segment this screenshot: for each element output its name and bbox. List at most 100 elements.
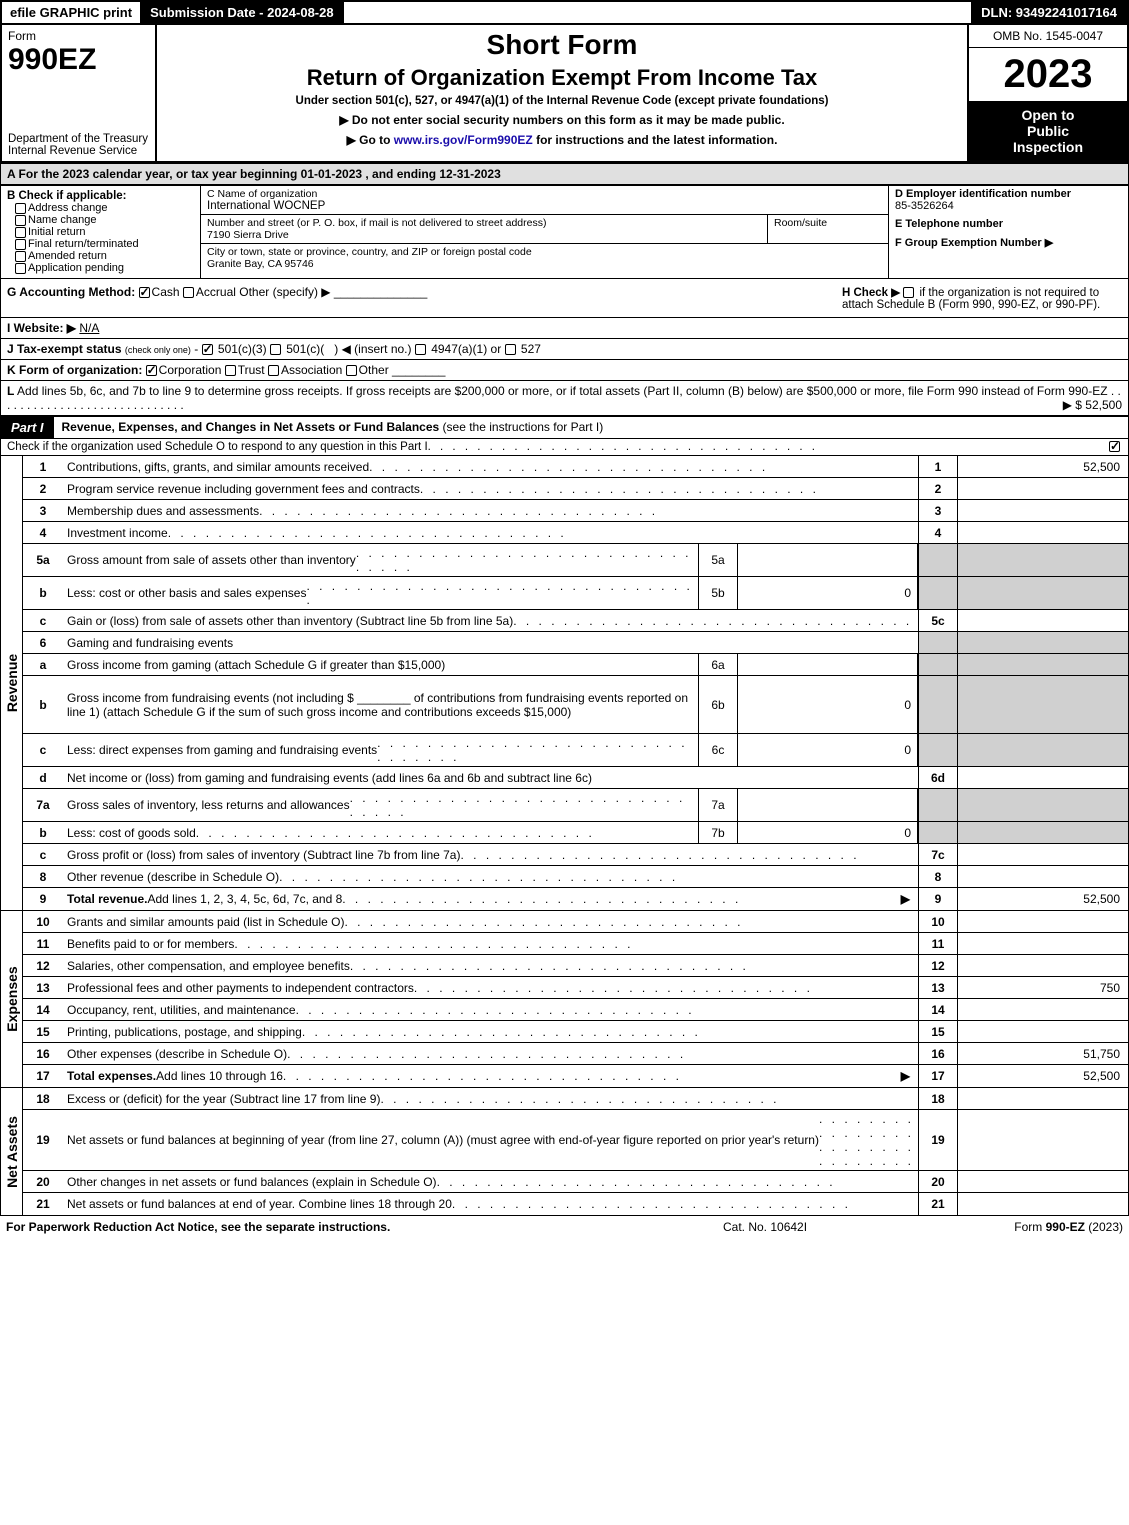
line-18: 18Excess or (deficit) for the year (Subt… [23, 1088, 1128, 1110]
top-bar: efile GRAPHIC print Submission Date - 20… [0, 0, 1129, 25]
net-assets-side-label: Net Assets [1, 1088, 23, 1215]
website-value: N/A [79, 321, 99, 335]
revenue-section: Revenue 1Contributions, gifts, grants, a… [0, 456, 1129, 911]
name-change-checkbox[interactable] [15, 215, 26, 226]
j-tax-exempt-row: J Tax-exempt status (check only one) - 5… [0, 339, 1129, 360]
cash-label: Cash [152, 285, 180, 299]
line-19: 19Net assets or fund balances at beginni… [23, 1110, 1128, 1171]
submission-date: Submission Date - 2024-08-28 [140, 2, 344, 23]
line-12: 12Salaries, other compensation, and empl… [23, 955, 1128, 977]
room-cell: Room/suite [768, 215, 888, 243]
col-cde: C Name of organization International WOC… [201, 186, 888, 278]
line-9: 9Total revenue. Add lines 1, 2, 3, 4, 5c… [23, 888, 1128, 910]
tax-year: 2023 [969, 48, 1127, 101]
inspection: Inspection [971, 139, 1125, 155]
expenses-side-label: Expenses [1, 911, 23, 1087]
other-org-label: Other [359, 363, 389, 377]
h-label: H Check ▶ [842, 287, 900, 299]
other-label: Other (specify) ▶ [239, 285, 330, 299]
accrual-checkbox[interactable] [183, 287, 194, 298]
short-form-title: Short Form [167, 29, 957, 61]
line-6c: cLess: direct expenses from gaming and f… [23, 734, 1128, 767]
part-i-header: Part I Revenue, Expenses, and Changes in… [0, 416, 1129, 439]
other-org-checkbox[interactable] [346, 365, 357, 376]
cash-checkbox[interactable] [139, 287, 150, 298]
part-i-subtitle: (see the instructions for Part I) [443, 420, 604, 434]
open-to: Open to [971, 107, 1125, 123]
application-label: Application pending [28, 262, 124, 274]
line-14: 14Occupancy, rent, utilities, and mainte… [23, 999, 1128, 1021]
name-change-label: Name change [28, 214, 97, 226]
line-7b: bLess: cost of goods sold7b0 [23, 822, 1128, 844]
line-6d: dNet income or (loss) from gaming and fu… [23, 767, 1128, 789]
line-5b: bLess: cost or other basis and sales exp… [23, 577, 1128, 610]
street-label: Number and street (or P. O. box, if mail… [207, 217, 761, 229]
g-label: G Accounting Method: [7, 285, 135, 299]
assoc-checkbox[interactable] [268, 365, 279, 376]
form-label: Form [8, 29, 149, 43]
accrual-label: Accrual [196, 285, 236, 299]
city-value: Granite Bay, CA 95746 [207, 258, 882, 270]
line-5c: cGain or (loss) from sale of assets othe… [23, 610, 1128, 632]
street-value: 7190 Sierra Drive [207, 229, 761, 241]
omb-number: OMB No. 1545-0047 [969, 25, 1127, 48]
g-h-row: G Accounting Method: Cash Accrual Other … [0, 279, 1129, 318]
line-15: 15Printing, publications, postage, and s… [23, 1021, 1128, 1043]
line-6a: aGross income from gaming (attach Schedu… [23, 654, 1128, 676]
line-11: 11Benefits paid to or for members11 [23, 933, 1128, 955]
expenses-section: Expenses 10Grants and similar amounts pa… [0, 911, 1129, 1088]
initial-return-checkbox[interactable] [15, 227, 26, 238]
department-label: Department of the Treasury Internal Reve… [8, 133, 149, 157]
i-label: I Website: ▶ [7, 321, 76, 335]
part-i-desc: Revenue, Expenses, and Changes in Net As… [54, 417, 1128, 438]
header-right: OMB No. 1545-0047 2023 Open to Public In… [967, 25, 1127, 161]
line-21: 21Net assets or fund balances at end of … [23, 1193, 1128, 1215]
c-name-label: C Name of organization [207, 188, 882, 200]
g-accounting-method: G Accounting Method: Cash Accrual Other … [7, 285, 842, 311]
row-a-text: A For the 2023 calendar year, or tax yea… [7, 167, 501, 181]
cat-no: Cat. No. 10642I [723, 1220, 923, 1234]
line-2: 2Program service revenue including gover… [23, 478, 1128, 500]
room-label: Room/suite [774, 217, 882, 229]
line-13: 13Professional fees and other payments t… [23, 977, 1128, 999]
form-ref: Form 990-EZ (2023) [923, 1220, 1123, 1234]
e-label: E Telephone number [895, 218, 1003, 230]
open-inspection-badge: Open to Public Inspection [969, 101, 1127, 161]
revenue-side-label: Revenue [1, 456, 23, 910]
amended-checkbox[interactable] [15, 251, 26, 262]
line-20: 20Other changes in net assets or fund ba… [23, 1171, 1128, 1193]
street-cell: Number and street (or P. O. box, if mail… [201, 215, 768, 243]
section-b-f: B Check if applicable: Address change Na… [0, 185, 1129, 279]
initial-return-label: Initial return [28, 226, 85, 238]
final-return-checkbox[interactable] [15, 239, 26, 250]
501c3-checkbox[interactable] [202, 344, 213, 355]
check-o-text: Check if the organization used Schedule … [7, 441, 428, 453]
line-17: 17Total expenses. Add lines 10 through 1… [23, 1065, 1128, 1087]
line-8: 8Other revenue (describe in Schedule O)8 [23, 866, 1128, 888]
name-row: C Name of organization International WOC… [201, 186, 888, 215]
k-label: K Form of organization: [7, 363, 142, 377]
501c-checkbox[interactable] [270, 344, 281, 355]
part-i-title: Revenue, Expenses, and Changes in Net As… [62, 420, 440, 434]
check-schedule-o-row: Check if the organization used Schedule … [0, 439, 1129, 456]
instructions-link-row: ▶ Go to www.irs.gov/Form990EZ for instru… [167, 133, 957, 147]
assoc-label: Association [281, 363, 342, 377]
dln-number: DLN: 93492241017164 [971, 2, 1127, 23]
irs-link[interactable]: www.irs.gov/Form990EZ [394, 133, 533, 147]
address-change-checkbox[interactable] [15, 203, 26, 214]
h-checkbox[interactable] [903, 287, 914, 298]
l-gross-receipts-row: L Add lines 5b, 6c, and 7b to line 9 to … [0, 381, 1129, 416]
public: Public [971, 123, 1125, 139]
form-number: 990EZ [8, 43, 149, 77]
4947-checkbox[interactable] [415, 344, 426, 355]
final-return-label: Final return/terminated [28, 238, 139, 250]
line-6b: bGross income from fundraising events (n… [23, 676, 1128, 734]
corp-checkbox[interactable] [146, 365, 157, 376]
h-schedule-b: H Check ▶ if the organization is not req… [842, 285, 1122, 311]
schedule-o-checkbox[interactable] [1109, 441, 1120, 452]
application-checkbox[interactable] [15, 263, 26, 274]
trust-checkbox[interactable] [225, 365, 236, 376]
l-text: L Add lines 5b, 6c, and 7b to line 9 to … [7, 384, 1121, 412]
addr-row: Number and street (or P. O. box, if mail… [201, 215, 888, 244]
527-checkbox[interactable] [505, 344, 516, 355]
